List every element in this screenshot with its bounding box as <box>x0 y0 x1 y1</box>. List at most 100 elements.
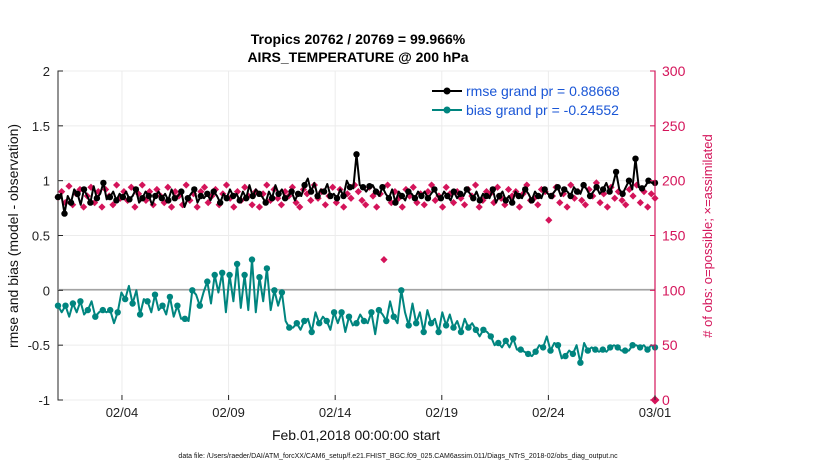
obs-marker <box>545 216 553 224</box>
right-axis: 0 50 100 150 200 250 300 <box>650 63 686 408</box>
bias-point <box>450 324 457 331</box>
rmse-point <box>67 199 75 206</box>
bias-point <box>472 326 480 333</box>
bias-point <box>629 342 636 349</box>
obs-marker <box>413 199 421 207</box>
rmse-point <box>599 186 607 193</box>
obs-marker <box>581 201 590 209</box>
rmse-point <box>236 197 243 204</box>
x-axis-label: Feb.01,2018 00:00:00 start <box>272 427 440 443</box>
bias-point <box>308 328 315 336</box>
rmse-point <box>535 192 542 200</box>
bias-point <box>607 344 614 351</box>
obs-marker <box>391 188 399 196</box>
rmse-point <box>288 188 295 195</box>
obs-marker <box>611 194 619 202</box>
obs-marker <box>255 203 264 211</box>
rmse-point <box>184 195 191 202</box>
rmse-point <box>249 192 256 200</box>
obs-marker <box>625 185 633 194</box>
bias-point <box>487 333 494 340</box>
bias-point <box>621 347 629 354</box>
bias-point <box>435 328 442 336</box>
bias-point <box>84 306 92 314</box>
x-tick-label: 03/01 <box>639 405 672 420</box>
obs-marker <box>515 203 524 211</box>
x-tick-label: 02/09 <box>212 405 245 420</box>
bias-point <box>278 289 286 296</box>
obs-marker <box>200 183 209 191</box>
rmse-point <box>554 184 561 191</box>
bias-point <box>569 350 577 358</box>
obs-marker <box>424 188 432 196</box>
bias-point <box>323 317 330 325</box>
rmse-point <box>204 190 211 197</box>
rmse-point <box>450 188 457 195</box>
bias-point <box>636 344 644 351</box>
obs-marker <box>321 201 329 209</box>
rmse-point <box>437 195 445 202</box>
rmse-point <box>638 185 646 192</box>
rmse-point <box>541 186 548 193</box>
rmse-point <box>327 192 334 200</box>
obs-marker <box>80 203 88 211</box>
bias-point <box>599 346 606 353</box>
rmse-point <box>476 197 483 204</box>
obs-marker <box>398 203 406 211</box>
bias-point <box>457 328 465 336</box>
obs-marker <box>475 203 483 211</box>
left-tick-label: 1.5 <box>32 119 50 134</box>
y-axis-label-left: rmse and bias (model - observation) <box>5 124 21 348</box>
bias-point <box>226 271 233 279</box>
rmse-point <box>359 184 367 191</box>
rmse-point <box>119 193 127 201</box>
obs-marker <box>442 183 450 191</box>
bias-point <box>248 256 256 263</box>
bias-point <box>316 320 323 327</box>
bias-point <box>577 359 584 366</box>
rmse-point <box>431 186 438 193</box>
rmse-point <box>191 186 198 193</box>
grid <box>58 70 656 401</box>
bias-point <box>62 302 69 309</box>
left-tick-label: 0 <box>43 283 50 298</box>
bias-point <box>174 302 181 309</box>
rmse-point <box>522 186 529 193</box>
rmse-point <box>223 195 230 202</box>
rmse-point <box>593 184 600 191</box>
obs-marker <box>362 201 370 209</box>
bias-point <box>159 302 166 309</box>
obs-marker <box>563 203 571 211</box>
rmse-point <box>528 197 535 204</box>
rmse-point <box>268 195 276 202</box>
bias-point <box>554 342 562 349</box>
obs-marker <box>340 203 348 211</box>
x-axis: 02/04 02/09 02/14 02/19 02/24 03/01 <box>106 395 672 420</box>
obs-marker <box>614 188 622 196</box>
rmse-point <box>411 195 419 202</box>
obs-marker <box>241 183 249 191</box>
rmse-point <box>243 195 250 202</box>
rmse-point <box>586 192 594 200</box>
obs-marker <box>182 181 190 189</box>
bias-point <box>204 278 211 285</box>
rmse-point <box>489 186 496 193</box>
obs-marker <box>263 181 271 189</box>
rmse-point <box>217 199 224 206</box>
obs-marker <box>167 203 176 211</box>
rmse-point <box>385 195 393 202</box>
rmse-point <box>320 188 328 195</box>
obs-marker <box>296 203 304 211</box>
rmse-point <box>54 193 62 201</box>
legend: rmse grand pr = 0.88668 bias grand pr = … <box>432 83 620 118</box>
right-tick-label: 0 <box>662 392 670 408</box>
rmse-point <box>625 177 633 184</box>
rmse-point <box>178 188 185 195</box>
obs-marker <box>230 203 238 211</box>
x-tick-label: 02/24 <box>532 405 565 420</box>
bias-point <box>271 287 278 294</box>
obs-marker <box>274 194 282 202</box>
rmse-point <box>113 197 120 204</box>
bias-point <box>539 344 547 351</box>
